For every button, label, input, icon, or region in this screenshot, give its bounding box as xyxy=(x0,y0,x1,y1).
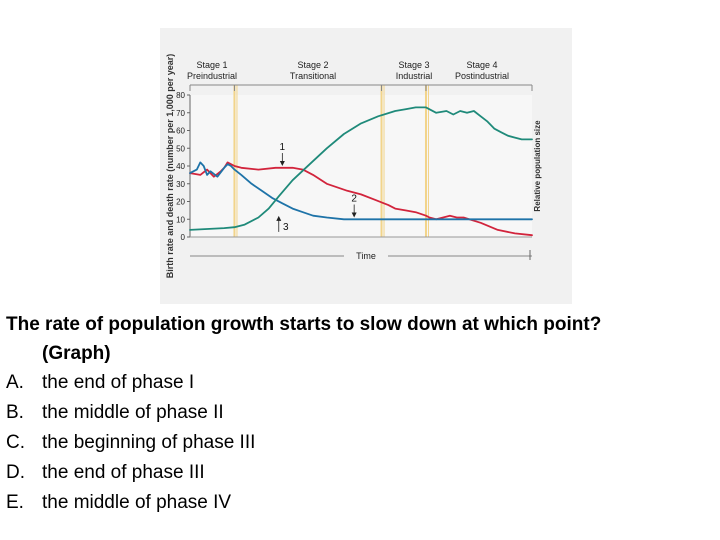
option-text: the middle of phase IV xyxy=(42,492,232,513)
y-tick-label: 0 xyxy=(181,233,186,242)
demographic-transition-chart: Stage 1 Preindustrial Stage 2 Transitional S… xyxy=(160,28,572,304)
y-tick-label: 30 xyxy=(176,180,185,189)
option-letter: B. xyxy=(6,402,24,423)
y-tick-label: 60 xyxy=(176,127,185,136)
option-text: the end of phase III xyxy=(42,462,205,483)
option-text: the middle of phase II xyxy=(42,402,224,423)
question-block: The rate of population growth starts to … xyxy=(6,310,714,518)
series-line-population xyxy=(189,106,533,231)
option-letter: D. xyxy=(6,462,25,483)
stage-label-2: Transitional xyxy=(290,71,336,81)
annotation-2: 2 xyxy=(351,194,357,205)
option-letter: A. xyxy=(6,372,24,393)
option-d[interactable]: D. the end of phase III xyxy=(6,458,714,488)
option-a[interactable]: A. the end of phase I xyxy=(6,368,714,398)
question-stem: The rate of population growth starts to … xyxy=(6,310,714,368)
annotation-1: 1 xyxy=(280,142,286,153)
option-b[interactable]: B. the middle of phase II xyxy=(6,398,714,428)
y-tick-label: 80 xyxy=(176,91,185,100)
annotation-arrowhead-3 xyxy=(276,215,282,221)
stage-label-4: Postindustrial xyxy=(455,71,509,81)
stage-name-2: Stage 2 xyxy=(297,60,328,70)
option-text: the beginning of phase III xyxy=(42,432,256,453)
x-axis-label: Time xyxy=(356,251,376,261)
stage-name-4: Stage 4 xyxy=(466,60,497,70)
series-line-death xyxy=(189,161,533,221)
y-tick-label: 40 xyxy=(176,162,185,171)
y-tick-label: 50 xyxy=(176,144,185,153)
option-c[interactable]: C. the beginning of phase III xyxy=(6,428,714,458)
option-letter: E. xyxy=(6,492,24,513)
y-tick-label: 70 xyxy=(176,109,185,118)
stage-name-1: Stage 1 xyxy=(196,60,227,70)
annotation-3: 3 xyxy=(283,222,289,233)
question-text-continuation: (Graph) xyxy=(42,343,111,364)
y-axis-label: Birth rate and death rate (number per 1,… xyxy=(165,54,175,279)
stage-name-3: Stage 3 xyxy=(398,60,429,70)
option-e[interactable]: E. the middle of phase IV xyxy=(6,488,714,518)
y2-axis-label: Relative population size xyxy=(533,120,542,212)
option-letter: C. xyxy=(6,432,25,453)
y-tick-label: 10 xyxy=(176,215,185,224)
plot-area xyxy=(190,95,532,237)
stage-label-3: Industrial xyxy=(396,71,433,81)
y-tick-label: 20 xyxy=(176,198,185,207)
option-text: the end of phase I xyxy=(42,372,195,393)
stage-label-1: Preindustrial xyxy=(187,71,237,81)
annotation-arrowhead-2 xyxy=(351,212,357,218)
annotation-arrowhead-1 xyxy=(279,161,285,167)
question-text: The rate of population growth starts to … xyxy=(6,314,602,335)
